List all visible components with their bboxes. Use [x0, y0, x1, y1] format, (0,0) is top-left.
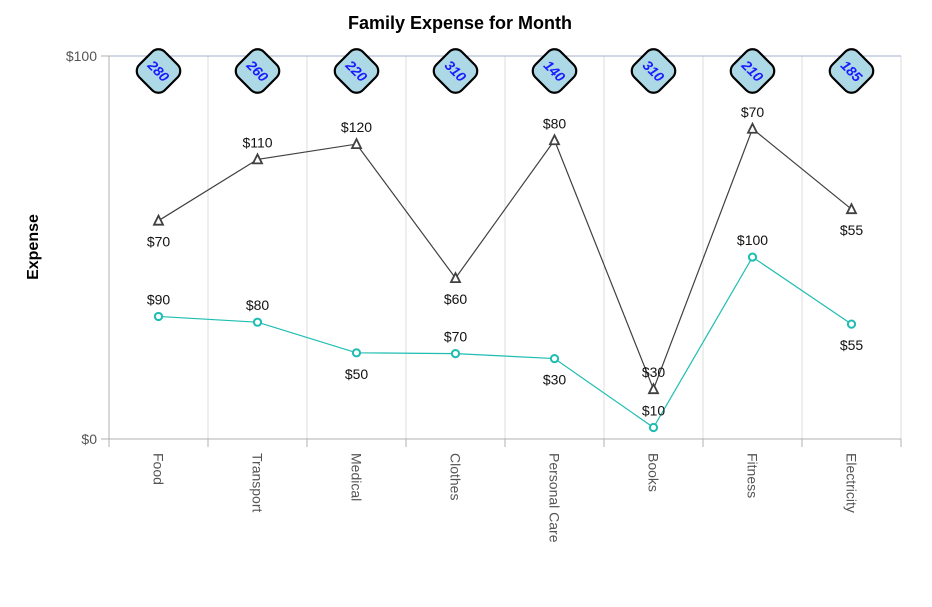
badge-shape [729, 48, 776, 94]
data-label: $55 [840, 337, 864, 353]
y-tick-label: $0 [81, 431, 97, 447]
badge-shape [234, 48, 281, 94]
data-point [648, 422, 659, 433]
badge-shape [630, 48, 677, 94]
top-badge: 280 [135, 48, 182, 94]
series-layer: $70 $110 $120 $60 $80 $30 $70 $55 $90 $80 $50 $70 $3… [147, 104, 864, 433]
data-label: $70 [741, 104, 765, 120]
data-label: $30 [543, 372, 567, 388]
x-tick-label: Food [151, 453, 167, 485]
data-point [647, 382, 660, 395]
badge-shape [828, 48, 875, 94]
badge-layer: 280 260 220 310 140 310 210 185 [135, 48, 875, 94]
data-point [450, 348, 461, 359]
data-point [746, 121, 759, 134]
data-label: $80 [543, 115, 567, 131]
data-label: $70 [444, 329, 468, 345]
x-tick-label: Personal Care [547, 453, 563, 543]
data-label: $50 [345, 366, 369, 382]
badge-shape [333, 48, 380, 94]
data-label: $120 [341, 119, 372, 135]
badge-shape [432, 48, 479, 94]
data-point [449, 271, 462, 284]
x-tick-label: Electricity [844, 453, 860, 513]
top-badge: 210 [729, 48, 776, 94]
badge-shape [531, 48, 578, 94]
top-badge: 310 [432, 48, 479, 94]
axes: $0 $100 Food Transport Medical Clothes Persona… [66, 48, 902, 543]
y-tick-label: $100 [66, 48, 97, 64]
data-label: $80 [246, 297, 270, 313]
chart-title: Family Expense for Month [348, 13, 572, 33]
top-badge: 140 [531, 48, 578, 94]
data-point [252, 317, 263, 327]
data-point [845, 202, 858, 215]
data-label: $30 [642, 364, 666, 380]
top-badge: 260 [234, 48, 281, 94]
top-badge: 310 [630, 48, 677, 94]
data-point [350, 137, 363, 149]
data-point [351, 348, 362, 358]
data-point [548, 133, 561, 146]
top-badge: 220 [333, 48, 380, 94]
x-tick-label: Medical [349, 453, 365, 501]
x-tick-label: Clothes [448, 453, 464, 500]
data-point [251, 152, 264, 165]
series-1: $70 $110 $120 $60 $80 $30 $70 $55 [147, 104, 864, 395]
series-2: $90 $80 $50 $70 $30 $10 $100 $55 [147, 232, 864, 433]
badge-shape [135, 48, 182, 94]
series-line [158, 256, 852, 429]
grid-lines [108, 55, 902, 439]
data-point [152, 213, 165, 226]
top-badge: 185 [828, 48, 875, 94]
x-tick-label: Books [646, 453, 662, 492]
data-label: $90 [147, 291, 171, 307]
data-label: $110 [242, 134, 272, 150]
x-tick-label: Transport [250, 453, 266, 513]
y-axis-label: Expense [25, 214, 42, 280]
data-label: $55 [840, 222, 864, 238]
data-point [846, 319, 857, 329]
x-tick-label: Fitness [745, 453, 761, 498]
data-label: $70 [147, 234, 171, 250]
data-label: $10 [642, 403, 666, 419]
data-label: $100 [737, 232, 768, 248]
data-point [747, 252, 758, 262]
series-line [158, 127, 852, 391]
data-label: $60 [444, 291, 468, 307]
data-point [153, 311, 164, 322]
data-point [549, 353, 560, 364]
